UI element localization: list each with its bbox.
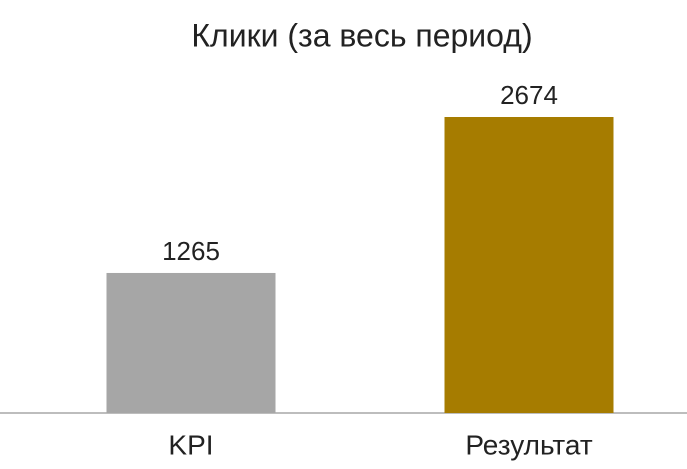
x-tick-label: KPI [168,429,213,460]
bar [444,117,614,413]
data-label: 1265 [162,236,220,266]
chart-title: Клики (за весь период) [191,17,532,53]
x-tick-label: Результат [465,429,593,460]
bar [106,272,276,413]
data-label: 2674 [500,80,558,110]
